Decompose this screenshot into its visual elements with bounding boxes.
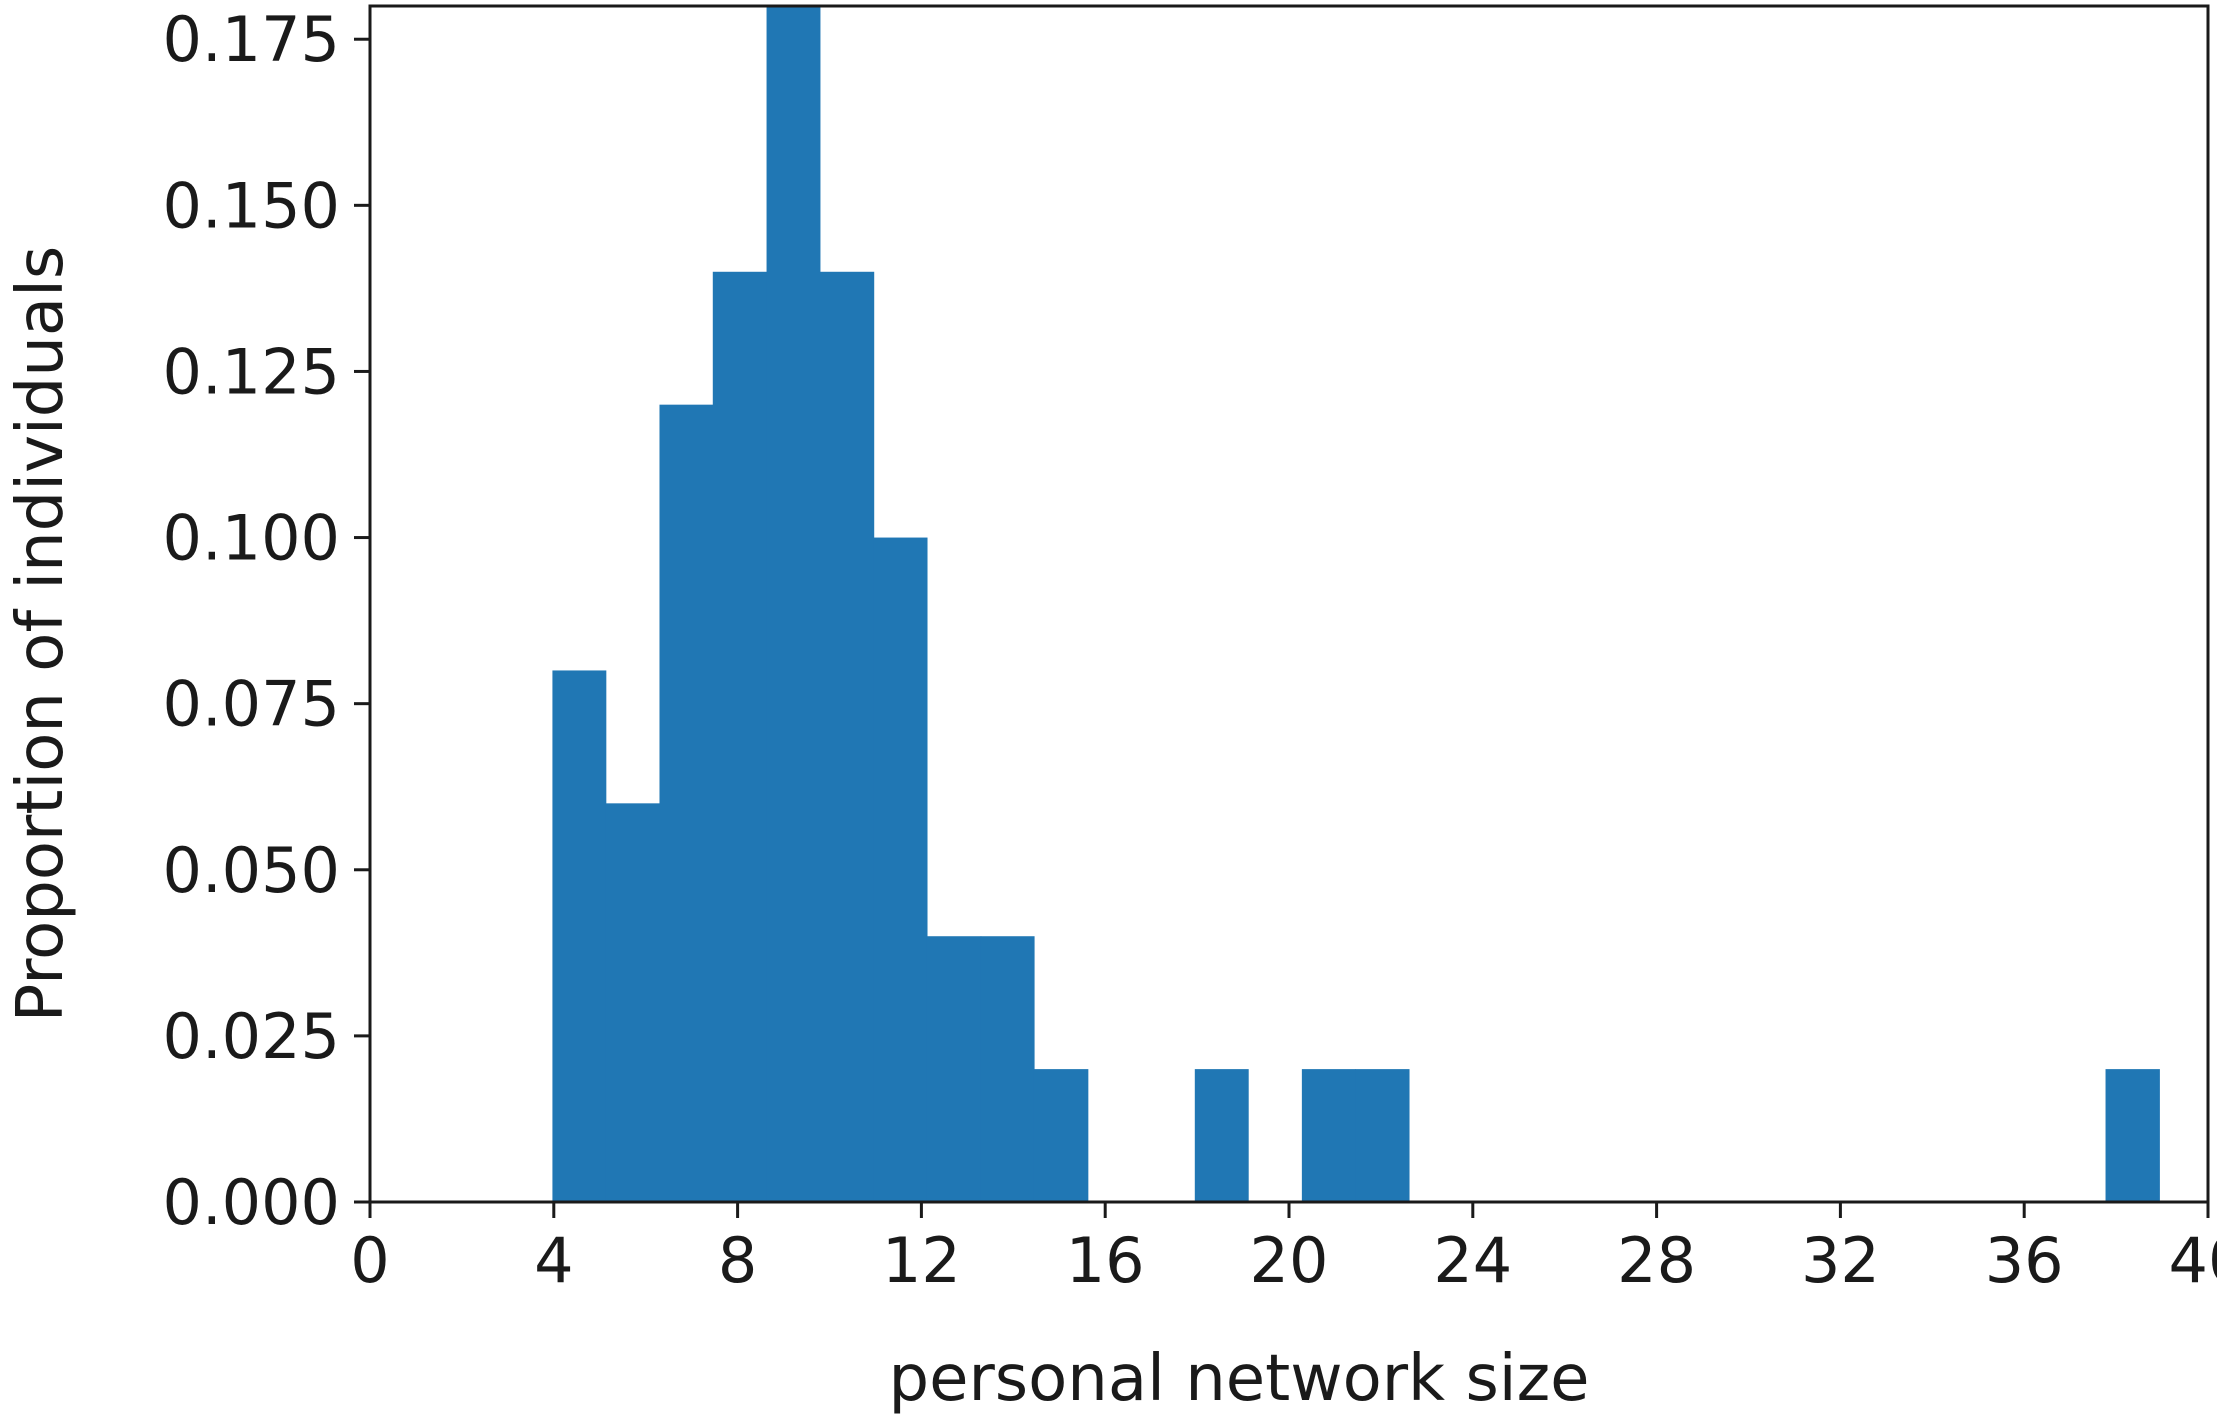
x-tick-label: 36 bbox=[1985, 1224, 2064, 1297]
histogram-bar bbox=[766, 6, 821, 1202]
x-tick-label: 16 bbox=[1066, 1224, 1145, 1297]
y-tick-label: 0.125 bbox=[163, 335, 341, 408]
histogram-bar bbox=[2105, 1069, 2160, 1202]
histogram-bar bbox=[1355, 1069, 1410, 1202]
histogram-bar bbox=[712, 271, 768, 1202]
y-tick-label: 0.075 bbox=[163, 668, 341, 741]
histogram-bar bbox=[1301, 1069, 1356, 1202]
x-tick-label: 28 bbox=[1617, 1224, 1696, 1297]
x-tick-label: 0 bbox=[350, 1224, 389, 1297]
y-tick-label: 0.100 bbox=[163, 502, 341, 575]
y-axis-title: Proportion of individuals bbox=[4, 246, 78, 1023]
histogram-bar bbox=[605, 803, 661, 1202]
x-tick-label: 20 bbox=[1250, 1224, 1329, 1297]
histogram-bar bbox=[1194, 1069, 1249, 1202]
histogram-bar bbox=[980, 936, 1035, 1202]
histogram-bar bbox=[1033, 1069, 1089, 1202]
y-tick-label: 0.175 bbox=[163, 3, 341, 76]
y-axis-ticks: 0.000 0.025 0.050 0.075 0.100 0.125 0.150 0.175 bbox=[163, 3, 370, 1239]
y-tick-label: 0.150 bbox=[163, 169, 341, 242]
histogram-bar bbox=[659, 404, 714, 1203]
histogram-bar bbox=[873, 537, 928, 1202]
histogram-bar bbox=[819, 271, 875, 1202]
x-tick-label: 4 bbox=[534, 1224, 573, 1297]
y-tick-label: 0.050 bbox=[163, 834, 341, 907]
x-tick-label: 24 bbox=[1433, 1224, 1512, 1297]
x-tick-label: 12 bbox=[882, 1224, 961, 1297]
x-tick-label: 8 bbox=[718, 1224, 757, 1297]
histogram-bars bbox=[552, 6, 2160, 1203]
x-tick-label: 32 bbox=[1801, 1224, 1880, 1297]
histogram-bar bbox=[926, 936, 982, 1202]
y-tick-label: 0.025 bbox=[163, 1000, 341, 1073]
histogram-bar bbox=[552, 670, 607, 1202]
x-axis-ticks: 0 4 8 12 16 20 24 28 32 36 40 bbox=[350, 1202, 2217, 1297]
x-tick-label: 40 bbox=[2169, 1224, 2217, 1297]
y-tick-label: 0.000 bbox=[163, 1166, 341, 1239]
x-axis-title: personal network size bbox=[888, 1342, 1589, 1416]
